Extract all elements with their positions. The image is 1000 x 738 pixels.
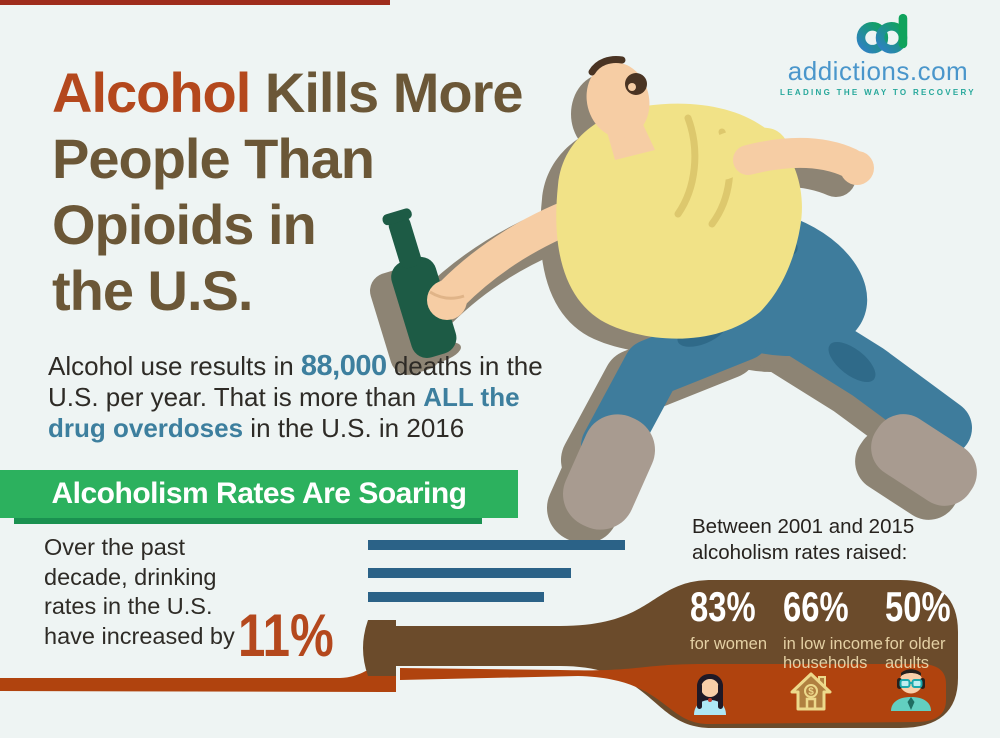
intro-line-1: Alcohol use results in 88,000 deaths in …	[48, 350, 543, 382]
decade-text: Over the past decade, drinking rates in …	[44, 534, 235, 649]
stat-low-income: 66% in low income households	[783, 583, 889, 673]
pour-bar-3	[368, 592, 544, 602]
stat-low-income-label: in low income households	[783, 635, 883, 672]
fist	[840, 151, 874, 185]
top-accent-bar	[0, 0, 390, 5]
left-arm	[733, 137, 865, 178]
title-line-3: Opioids in	[52, 193, 317, 256]
intro-line-2: U.S. per year. That is more than ALL the	[48, 382, 520, 412]
man-figure	[382, 56, 977, 530]
addictions-logo: addictions.com LEADING THE WAY TO RECOVE…	[768, 10, 988, 97]
older-adult-icon	[891, 669, 931, 711]
pour-stream	[0, 664, 396, 692]
title-line-2: People Than	[52, 127, 375, 190]
page-title: Alcohol Kills More People Than Opioids i…	[52, 60, 612, 324]
title-highlight: Alcohol	[52, 61, 251, 124]
pour-bar-1	[368, 540, 625, 550]
stat-older-adults-label: for older adults	[885, 635, 946, 672]
house-dollar-icon: $	[790, 672, 832, 711]
title-line-4: the U.S.	[52, 259, 253, 322]
stat-women: 83% for women	[690, 583, 776, 654]
intro-paragraph: Alcohol use results in 88,000 deaths in …	[48, 351, 588, 444]
ear	[625, 73, 647, 95]
bottle-heading: Between 2001 and 2015 alcoholism rates r…	[692, 515, 915, 564]
hand	[427, 280, 467, 320]
stat-older-adults: 50% for older adults	[885, 583, 967, 673]
stat-women-label: for women	[690, 635, 768, 653]
brand-tagline: LEADING THE WAY TO RECOVERY	[780, 88, 976, 97]
woman-icon	[694, 674, 726, 715]
section-banner: Alcoholism Rates Are Soaring	[0, 470, 518, 518]
left-shoe	[563, 414, 655, 530]
stat-women-value: 83%	[690, 583, 756, 630]
banner-shadow	[14, 518, 482, 524]
ad-monogram-icon	[856, 13, 908, 54]
svg-text:$: $	[808, 687, 814, 698]
stat-low-income-value: 66%	[783, 583, 849, 630]
title-line-1: Alcohol Kills More	[52, 61, 524, 124]
right-shoe	[871, 414, 977, 506]
increase-stat: 11%	[238, 602, 334, 669]
stat-older-adults-value: 50%	[885, 583, 951, 630]
deaths-stat: 88,000	[300, 350, 387, 382]
intro-line-3: drug overdoses in the U.S. in 2016	[48, 413, 465, 443]
pour-bar-2	[368, 568, 571, 578]
brand-name: addictions.com	[787, 56, 969, 86]
